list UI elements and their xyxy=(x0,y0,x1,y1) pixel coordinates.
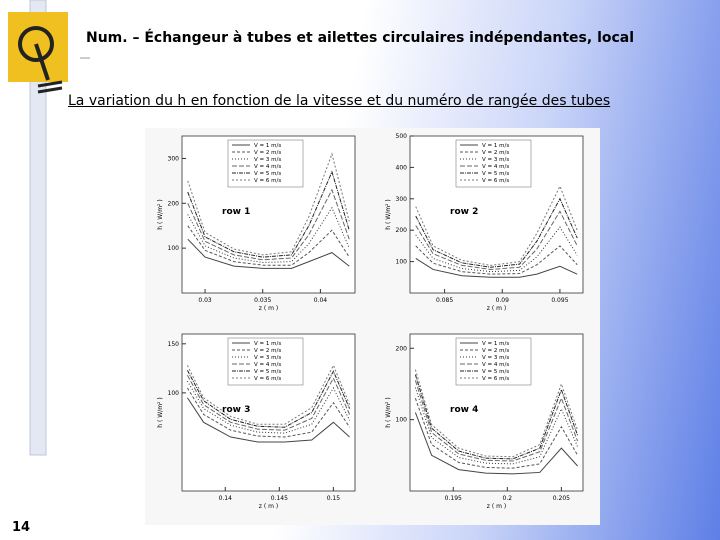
x-tick-label: 0.2 xyxy=(503,495,513,502)
y-axis-label: h ( W/m² ) xyxy=(385,199,392,229)
series-line xyxy=(415,258,578,278)
series-line xyxy=(187,238,350,269)
page-number: 14 xyxy=(12,520,31,535)
y-tick-label: 200 xyxy=(396,345,408,352)
y-tick-label: 500 xyxy=(396,133,408,140)
figure: 100 200 300 0.03 0.035 0.04 z ( m ) h ( W/m² ) V… xyxy=(145,128,600,525)
legend-label: V = 2 m/s xyxy=(482,150,509,156)
series-line xyxy=(414,374,579,460)
series-line xyxy=(186,387,351,438)
legend-box xyxy=(455,337,532,386)
panel-label: row 3 xyxy=(222,405,250,415)
legend-box xyxy=(227,337,304,386)
x-axis-label: z ( m ) xyxy=(259,503,278,510)
legend-label: V = 3 m/s xyxy=(254,355,281,361)
series-line xyxy=(187,225,350,266)
x-tick-label: 0.205 xyxy=(553,495,570,502)
logo-dash xyxy=(37,80,63,88)
legend-label: V = 1 m/s xyxy=(254,143,281,149)
legend-label: V = 1 m/s xyxy=(482,341,509,347)
legend-label: V = 5 m/s xyxy=(482,171,509,177)
x-tick-label: 0.145 xyxy=(271,495,288,502)
legend-label: V = 3 m/s xyxy=(482,157,509,163)
x-tick-label: 0.195 xyxy=(445,495,462,502)
legend-label: V = 6 m/s xyxy=(254,178,281,184)
y-axis-label: h ( W/m² ) xyxy=(157,199,164,229)
x-tick-label: 0.095 xyxy=(551,297,568,304)
legend-label: V = 3 m/s xyxy=(482,355,509,361)
legend-label: V = 3 m/s xyxy=(254,157,281,163)
y-tick-label: 200 xyxy=(168,200,180,207)
x-tick-label: 0.09 xyxy=(496,297,510,304)
legend-label: V = 4 m/s xyxy=(254,164,281,170)
legend-label: V = 1 m/s xyxy=(254,341,281,347)
x-tick-label: 0.085 xyxy=(436,297,453,304)
legend-label: V = 5 m/s xyxy=(254,171,281,177)
y-tick-label: 300 xyxy=(168,155,180,162)
x-tick-label: 0.15 xyxy=(327,495,341,502)
legend-label: V = 5 m/s xyxy=(254,369,281,375)
y-tick-label: 100 xyxy=(168,245,180,252)
series-line xyxy=(186,364,351,425)
legend-label: V = 2 m/s xyxy=(482,348,509,354)
series-line xyxy=(415,185,578,266)
logo-circle xyxy=(18,26,54,62)
legend-label: V = 2 m/s xyxy=(254,150,281,156)
x-axis-label: z ( m ) xyxy=(259,305,278,312)
legend-box xyxy=(455,139,532,188)
panel-label: row 2 xyxy=(450,207,478,217)
logo xyxy=(8,0,90,456)
series-line xyxy=(186,370,351,428)
series-line xyxy=(187,170,350,258)
x-tick-label: 0.04 xyxy=(314,297,328,304)
x-axis-label: z ( m ) xyxy=(487,305,506,312)
panel-label: row 1 xyxy=(222,207,250,217)
x-tick-label: 0.03 xyxy=(198,297,212,304)
series-line xyxy=(415,245,578,275)
legend-label: V = 6 m/s xyxy=(482,376,509,382)
legend-label: V = 4 m/s xyxy=(482,164,509,170)
y-tick-label: 100 xyxy=(396,259,408,266)
legend-label: V = 4 m/s xyxy=(254,362,281,368)
panel-label: row 4 xyxy=(450,405,478,415)
x-axis-label: z ( m ) xyxy=(487,503,506,510)
series-line xyxy=(414,412,578,475)
series-line xyxy=(186,380,351,434)
y-tick-label: 150 xyxy=(168,341,180,348)
legend-label: V = 6 m/s xyxy=(254,376,281,382)
x-tick-label: 0.035 xyxy=(254,297,271,304)
legend-box xyxy=(227,139,304,188)
x-tick-label: 0.14 xyxy=(219,495,233,502)
y-tick-label: 100 xyxy=(396,417,408,424)
series-line xyxy=(414,380,579,462)
series-line xyxy=(415,197,578,268)
series-line xyxy=(187,152,350,256)
legend-label: V = 1 m/s xyxy=(482,143,509,149)
legend-label: V = 2 m/s xyxy=(254,348,281,354)
side-bar xyxy=(29,0,47,456)
y-axis-label: h ( W/m² ) xyxy=(157,397,164,427)
logo-dash xyxy=(37,86,63,94)
series-line xyxy=(186,397,350,443)
legend-label: V = 4 m/s xyxy=(482,362,509,368)
y-tick-label: 200 xyxy=(396,227,408,234)
logo-stroke xyxy=(34,43,50,81)
legend-label: V = 6 m/s xyxy=(482,178,509,184)
slide-subtitle: La variation du h en fonction de la vite… xyxy=(68,93,611,109)
series-line xyxy=(414,398,579,469)
y-tick-label: 400 xyxy=(396,164,408,171)
legend-label: V = 5 m/s xyxy=(482,369,509,375)
y-tick-label: 100 xyxy=(168,390,180,397)
y-axis-label: h ( W/m² ) xyxy=(385,397,392,427)
series-line xyxy=(186,374,351,431)
y-tick-label: 300 xyxy=(396,196,408,203)
slide-title: Num. – Échangeur à tubes et ailettes cir… xyxy=(86,30,635,46)
series-line xyxy=(415,210,578,270)
